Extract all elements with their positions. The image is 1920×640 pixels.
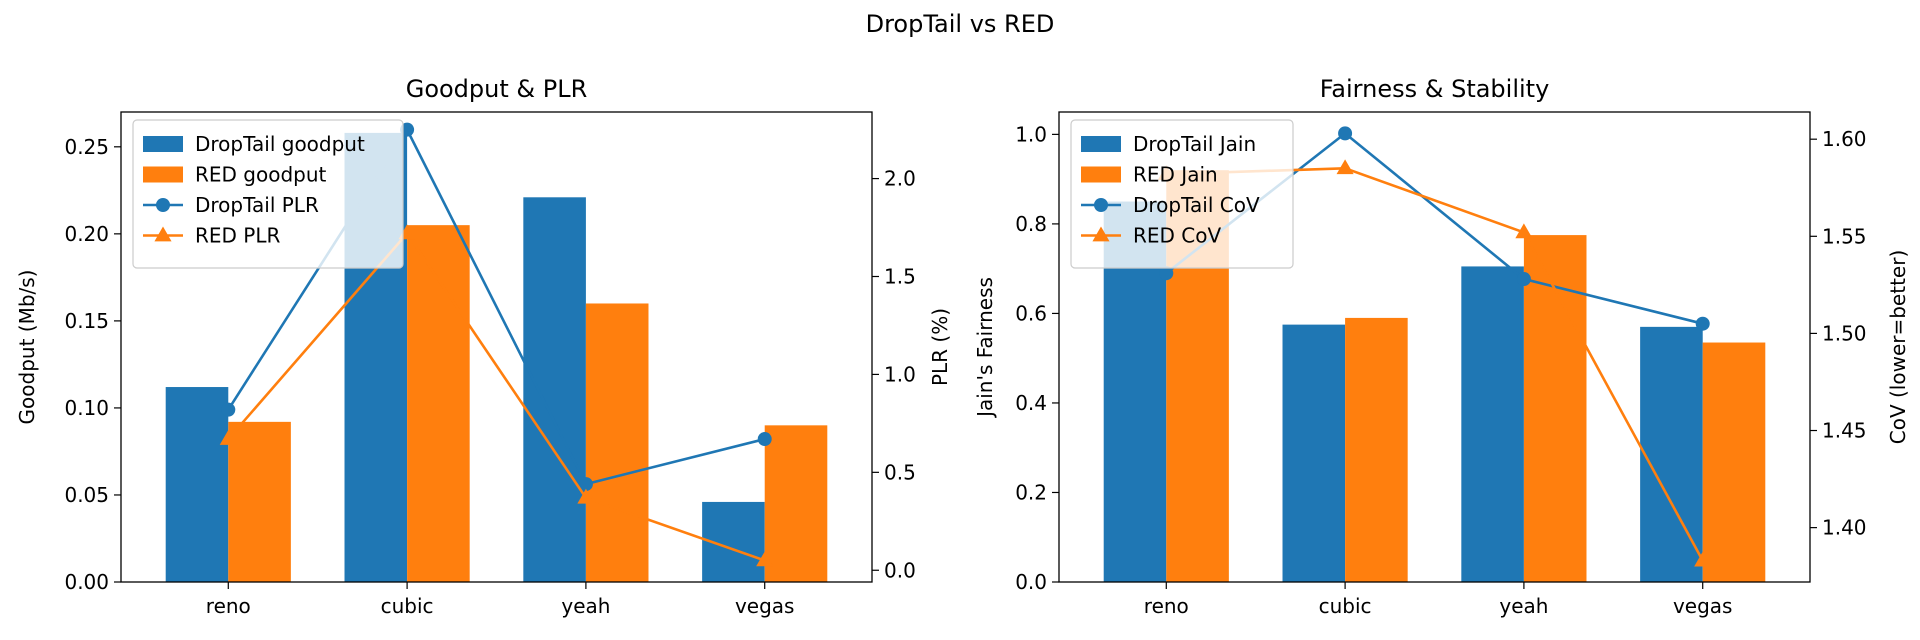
bar-red-jain-vegas <box>1702 342 1766 582</box>
point-red-plr-reno <box>219 430 237 445</box>
ytick-label: 0.6 <box>1015 301 1047 325</box>
legend-label-droptail-goodput: DropTail goodput <box>195 132 365 156</box>
plot-frame <box>1058 111 1811 583</box>
legend-swatch-red-goodput <box>143 166 183 183</box>
y-axis-label: Goodput (Mb/s) <box>15 270 39 425</box>
xtick-label: yeah <box>561 594 610 618</box>
xtick-label: reno <box>1144 594 1189 618</box>
y-axis-label: Jain's Fairness <box>973 277 997 419</box>
legend-label-red-cov: RED CoV <box>1133 224 1221 248</box>
y2tick-label: 1.60 <box>1822 127 1867 151</box>
point-droptail-plr-yeah <box>578 477 593 492</box>
chart-title: Fairness & Stability <box>1320 75 1550 103</box>
ytick-label: 0.00 <box>64 570 109 594</box>
legend-marker-red-cov <box>1092 226 1110 242</box>
legend-swatch-red-jain <box>1081 166 1121 183</box>
chart-title: Goodput & PLR <box>406 75 588 103</box>
xtick-label: vegas <box>735 594 795 618</box>
legend-box <box>1070 119 1294 269</box>
legend-swatch-droptail-goodput <box>143 136 183 152</box>
line-droptail-plr <box>227 127 766 486</box>
legend-marker-droptail-plr <box>156 198 170 212</box>
legend-label-red-plr: RED PLR <box>195 224 280 248</box>
y2tick-label: 0.5 <box>884 460 916 484</box>
point-red-plr-yeah <box>577 488 595 504</box>
ytick-label: 0.20 <box>64 222 109 246</box>
bar-red-goodput-reno <box>228 421 291 582</box>
legend-marker-red-plr <box>154 226 172 242</box>
y2-axis-label: CoV (lower=better) <box>1886 250 1910 445</box>
point-red-cov-vegas <box>1694 551 1712 567</box>
bar-droptail-goodput-reno <box>165 387 229 582</box>
xtick-label: cubic <box>381 594 434 618</box>
ytick-label: 0.10 <box>64 396 109 420</box>
point-droptail-cov-vegas <box>1695 316 1710 331</box>
y2tick-label: 1.45 <box>1822 419 1867 443</box>
ytick-label: 0.4 <box>1015 391 1047 415</box>
legend-label-droptail-jain: DropTail Jain <box>1133 132 1256 156</box>
legend-marker-droptail-cov <box>1094 198 1108 212</box>
bar-droptail-jain-cubic <box>1282 324 1346 582</box>
bar-droptail-goodput-yeah <box>523 197 586 582</box>
xtick-label: reno <box>206 594 251 618</box>
y2-axis-label: PLR (%) <box>928 308 952 386</box>
y2tick-label: 2.0 <box>884 167 916 191</box>
y2tick-label: 0.0 <box>884 558 916 582</box>
figure-title: DropTail vs RED <box>866 10 1055 38</box>
ytick-label: 0.05 <box>64 483 109 507</box>
point-droptail-cov-yeah <box>1516 272 1531 287</box>
ytick-label: 0.8 <box>1015 212 1047 236</box>
ytick-label: 0.25 <box>64 135 109 159</box>
point-droptail-plr-reno <box>221 402 236 417</box>
chart-fairness-stability: 0.0 0.2 0.4 0.6 0.8 1.0 1.40 1.45 1.50 1.55 1.60 re… <box>973 75 1910 618</box>
legend-label-droptail-plr: DropTail PLR <box>195 193 319 217</box>
y2tick-label: 1.40 <box>1822 516 1867 540</box>
ytick-label: 1.0 <box>1015 122 1047 146</box>
ytick-label: 0.0 <box>1015 570 1047 594</box>
chart-goodput-plr: 0.00 0.05 0.10 0.15 0.20 0.25 0.0 0.5 1.0 1.5 2.0 r… <box>15 75 952 618</box>
bar-red-goodput-yeah <box>585 303 649 582</box>
legend-swatch-droptail-jain <box>1081 136 1121 152</box>
y2tick-label: 1.0 <box>884 362 916 386</box>
xtick-label: cubic <box>1319 594 1372 618</box>
y2tick-label: 1.5 <box>884 265 916 289</box>
ytick-label: 0.2 <box>1015 480 1047 504</box>
legend-label-droptail-cov: DropTail CoV <box>1133 193 1260 217</box>
point-droptail-plr-vegas <box>757 432 772 447</box>
y2tick-label: 1.55 <box>1822 224 1867 248</box>
point-droptail-cov-cubic <box>1338 126 1353 141</box>
bar-red-goodput-cubic <box>407 225 470 583</box>
point-red-cov-yeah <box>1515 223 1533 239</box>
point-droptail-cov-reno <box>1159 266 1174 281</box>
ytick-label: 0.15 <box>64 309 109 333</box>
legend-label-red-goodput: RED goodput <box>195 163 327 187</box>
xtick-label: vegas <box>1673 594 1733 618</box>
point-red-plr-vegas <box>756 551 774 567</box>
bar-red-jain-cubic <box>1345 317 1408 582</box>
line-red-plr <box>227 231 766 562</box>
bar-droptail-jain-yeah <box>1461 266 1524 582</box>
xtick-label: yeah <box>1499 594 1548 618</box>
plot-frame <box>120 111 873 583</box>
bar-red-goodput-vegas <box>764 425 828 582</box>
legend-label-red-jain: RED Jain <box>1133 163 1218 187</box>
point-red-cov-cubic <box>1336 159 1354 175</box>
y2tick-label: 1.50 <box>1822 321 1867 345</box>
legend-box <box>132 119 404 269</box>
